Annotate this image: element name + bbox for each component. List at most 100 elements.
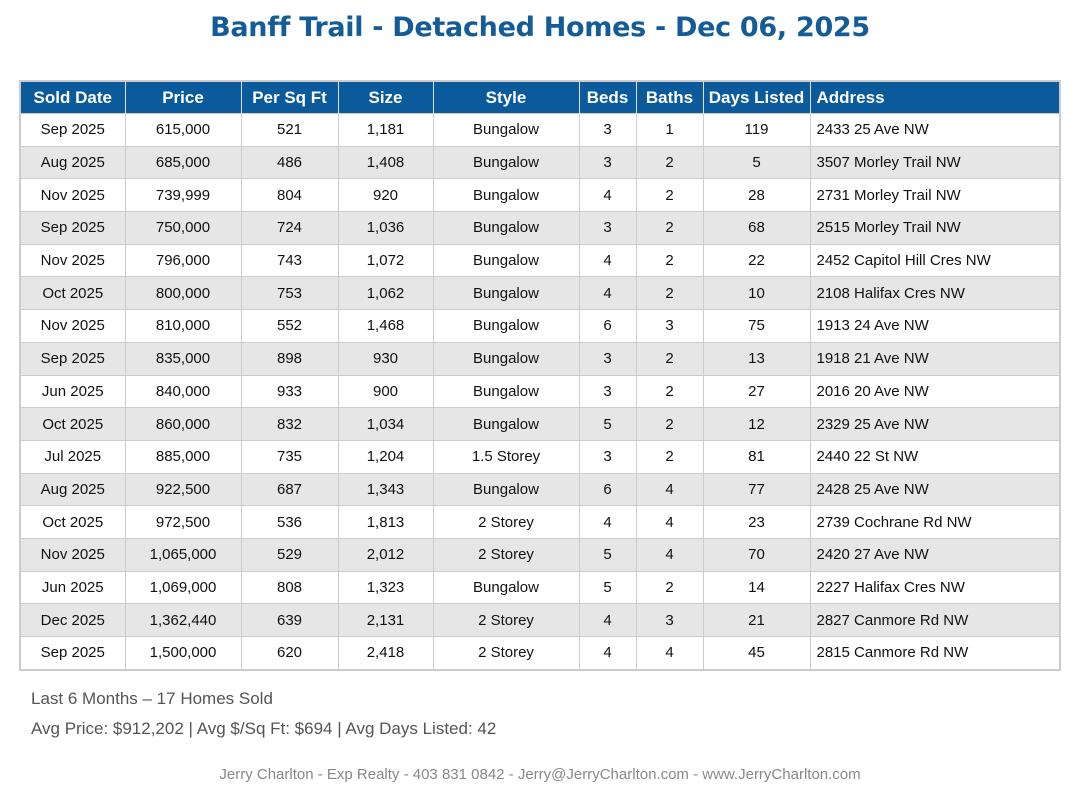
table-cell: 1	[635, 113, 704, 147]
table-cell: 2 Storey	[432, 505, 580, 539]
table-cell: 1,034	[337, 407, 434, 441]
table-row: Nov 2025 739,999 804 920 Bungalow 4 2 28 2731 Mo…	[19, 178, 1061, 213]
table-cell: 4	[578, 276, 637, 311]
table-cell: Bungalow	[432, 276, 580, 311]
table-cell: 81	[702, 439, 811, 474]
table-cell: 3	[578, 211, 637, 245]
table-cell: 2440 22 St NW	[809, 439, 1061, 474]
table-cell: Dec 2025	[19, 603, 126, 637]
table-cell: 753	[240, 276, 339, 311]
table-cell: 3	[578, 145, 637, 180]
table-cell: 900	[337, 374, 434, 409]
table-cell: 119	[702, 113, 811, 147]
table-cell: 2428 25 Ave NW	[809, 472, 1061, 507]
table-cell: 922,500	[124, 472, 242, 507]
table-cell: Sep 2025	[19, 341, 126, 376]
table-cell: 1,036	[337, 211, 434, 245]
table-cell: 27	[702, 374, 811, 409]
table-cell: 3	[578, 439, 637, 474]
table-cell: 2227 Halifax Cres NW	[809, 570, 1061, 605]
table-cell: 2	[635, 211, 704, 245]
table-row: Nov 2025 1,065,000 529 2,012 2 Storey 5 4 70 242…	[19, 537, 1061, 572]
table-cell: 3	[578, 374, 637, 409]
table-cell: 835,000	[124, 341, 242, 376]
column-header: Beds	[578, 81, 636, 114]
table-cell: 4	[635, 537, 704, 572]
table-cell: 2	[635, 145, 704, 180]
table-cell: 724	[240, 211, 339, 245]
table-row: Oct 2025 972,500 536 1,813 2 Storey 4 4 23 2739 …	[19, 505, 1061, 539]
table-cell: 70	[702, 537, 811, 572]
table-cell: 2	[635, 276, 704, 311]
table-cell: 808	[240, 570, 339, 605]
table-cell: 615,000	[124, 113, 242, 147]
table-cell: 750,000	[124, 211, 242, 245]
column-header: Size	[337, 81, 433, 114]
table-cell: 1,468	[337, 309, 434, 343]
table-cell: 3	[578, 113, 637, 147]
table-cell: Sep 2025	[19, 211, 126, 245]
table-cell: 6	[578, 472, 637, 507]
table-row: Sep 2025 615,000 521 1,181 Bungalow 3 1 119 2433…	[19, 113, 1061, 147]
table-row: Oct 2025 800,000 753 1,062 Bungalow 4 2 10 2108 …	[19, 276, 1061, 311]
table-cell: 1,204	[337, 439, 434, 474]
table-cell: 2 Storey	[432, 635, 580, 671]
table-cell: Bungalow	[432, 113, 580, 147]
table-cell: 4	[578, 635, 637, 671]
table-cell: 832	[240, 407, 339, 441]
table-cell: 529	[240, 537, 339, 572]
table-row: Jul 2025 885,000 735 1,204 1.5 Storey 3 2 81 244…	[19, 439, 1061, 474]
table-cell: 2420 27 Ave NW	[809, 537, 1061, 572]
table-cell: 5	[578, 407, 637, 441]
table-cell: 552	[240, 309, 339, 343]
table-cell: 1918 21 Ave NW	[809, 341, 1061, 376]
table-cell: 1913 24 Ave NW	[809, 309, 1061, 343]
table-cell: 4	[635, 635, 704, 671]
table-cell: Jun 2025	[19, 374, 126, 409]
table-cell: 860,000	[124, 407, 242, 441]
table-cell: 2	[635, 439, 704, 474]
table-cell: Jul 2025	[19, 439, 126, 474]
table-cell: 2433 25 Ave NW	[809, 113, 1061, 147]
column-header: Style	[432, 81, 579, 114]
table-cell: 3	[578, 341, 637, 376]
header-row: Sold Date Price Per Sq Ft Size Style Beds Bath…	[19, 81, 1060, 114]
table-cell: 687	[240, 472, 339, 507]
column-header: Address	[809, 81, 1060, 114]
table-cell: 2515 Morley Trail NW	[809, 211, 1061, 245]
table-cell: 1,065,000	[124, 537, 242, 572]
table-cell: 2731 Morley Trail NW	[809, 178, 1061, 213]
table-cell: 1,181	[337, 113, 434, 147]
table-cell: 620	[240, 635, 339, 671]
table-cell: 1,813	[337, 505, 434, 539]
table-cell: Bungalow	[432, 178, 580, 213]
table-cell: 2815 Canmore Rd NW	[809, 635, 1061, 671]
table-cell: 2,012	[337, 537, 434, 572]
table-cell: Aug 2025	[19, 145, 126, 180]
table-cell: 735	[240, 439, 339, 474]
table-cell: Nov 2025	[19, 309, 126, 343]
table-row: Nov 2025 810,000 552 1,468 Bungalow 6 3 75 1913 …	[19, 309, 1061, 343]
table-row: Aug 2025 685,000 486 1,408 Bungalow 3 2 5 3507 M…	[19, 145, 1061, 180]
table-cell: Sep 2025	[19, 635, 126, 671]
table-cell: 639	[240, 603, 339, 637]
table-cell: 2739 Cochrane Rd NW	[809, 505, 1061, 539]
table-cell: 920	[337, 178, 434, 213]
table-cell: 4	[578, 505, 637, 539]
table-cell: 885,000	[124, 439, 242, 474]
table-cell: 898	[240, 341, 339, 376]
table-cell: Oct 2025	[19, 276, 126, 311]
table-cell: 28	[702, 178, 811, 213]
table-cell: 486	[240, 145, 339, 180]
table-cell: 1,408	[337, 145, 434, 180]
table-cell: 12	[702, 407, 811, 441]
table-cell: 6	[578, 309, 637, 343]
table-cell: Bungalow	[432, 341, 580, 376]
table-cell: Bungalow	[432, 309, 580, 343]
table-cell: 2 Storey	[432, 537, 580, 572]
table-row: Dec 2025 1,362,440 639 2,131 2 Storey 4 3 21 282…	[19, 603, 1061, 637]
table-cell: Bungalow	[432, 570, 580, 605]
table-cell: 2,131	[337, 603, 434, 637]
table-row: Sep 2025 1,500,000 620 2,418 2 Storey 4 4 45 281…	[19, 635, 1061, 671]
